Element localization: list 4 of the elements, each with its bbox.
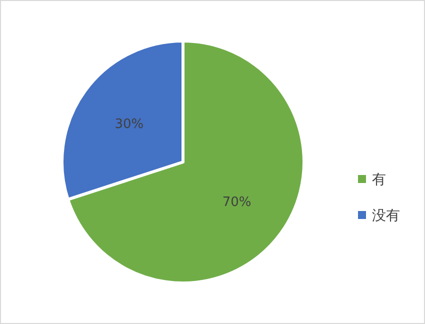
legend-label: 有 [372,172,386,188]
data-label: 70% [222,195,252,210]
data-label: 30% [114,116,144,132]
legend-label: 没有 [372,208,400,224]
